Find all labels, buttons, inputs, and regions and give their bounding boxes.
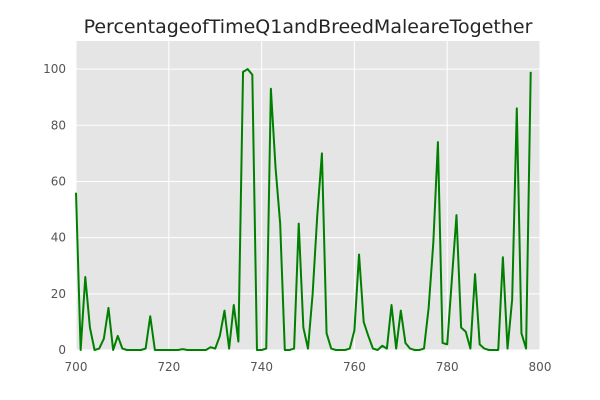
x-tick-label: 780 bbox=[436, 360, 459, 374]
y-tick-label: 40 bbox=[51, 231, 66, 245]
plot-area bbox=[76, 41, 540, 350]
series-group bbox=[75, 68, 532, 351]
y-tick-label: 20 bbox=[51, 287, 66, 301]
chart-title: PercentageofTimeQ1andBreedMaleareTogethe… bbox=[84, 16, 533, 38]
y-tick-label: 100 bbox=[43, 62, 66, 76]
x-axis: 700 720 740 760 780 800 bbox=[65, 360, 552, 374]
x-tick-label: 740 bbox=[250, 360, 273, 374]
series-line bbox=[75, 68, 532, 351]
y-axis: 0 20 40 60 80 100 bbox=[43, 62, 66, 357]
grid-lines bbox=[75, 41, 541, 351]
y-tick-label: 60 bbox=[51, 174, 66, 188]
x-tick-label: 760 bbox=[343, 360, 366, 374]
x-tick-label: 700 bbox=[65, 360, 88, 374]
y-tick-label: 0 bbox=[58, 343, 66, 357]
x-tick-label: 800 bbox=[529, 360, 552, 374]
x-tick-label: 720 bbox=[157, 360, 180, 374]
y-tick-label: 80 bbox=[51, 118, 66, 132]
